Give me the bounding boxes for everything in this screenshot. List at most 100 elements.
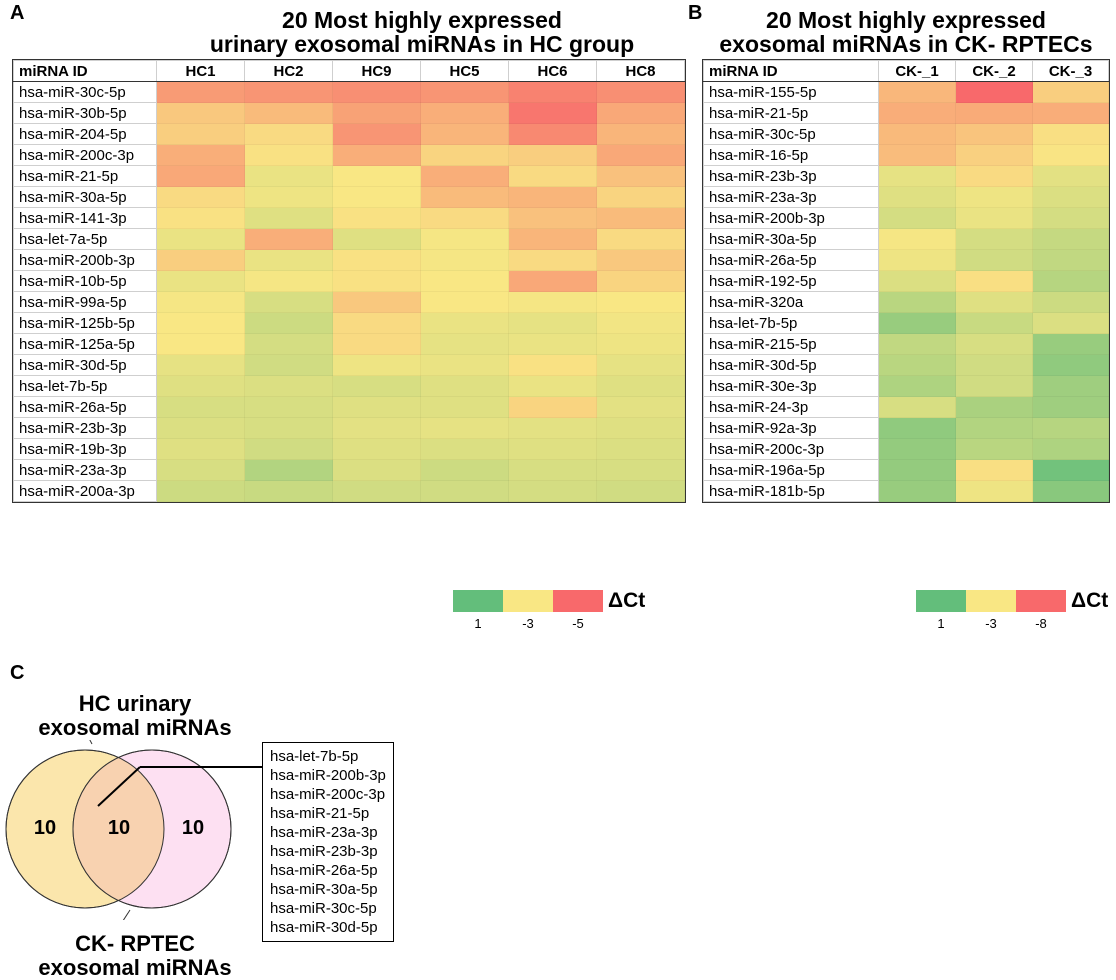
hm-a-row-label: hsa-let-7a-5p (13, 228, 157, 250)
hm-a-cell (332, 312, 421, 334)
hm-a-cell (508, 228, 597, 250)
hm-b-cell (878, 186, 956, 208)
hm-a-cell (420, 459, 509, 481)
hm-a-cell (244, 375, 333, 397)
table-row: hsa-miR-215-5p (703, 333, 1109, 355)
hm-b-cell (955, 270, 1033, 292)
venn-connector (97, 766, 141, 807)
hm-a-cell (596, 417, 685, 439)
venn-overlap-region (73, 750, 164, 908)
hm-b-cell (955, 459, 1033, 481)
hm-a-cell (420, 270, 509, 292)
hm-a-row-label: hsa-miR-30d-5p (13, 354, 157, 376)
hm-a-cell (332, 333, 421, 355)
hm-b-cell (955, 228, 1033, 250)
hm-a-cell (420, 291, 509, 313)
table-row: hsa-miR-155-5p (703, 81, 1109, 103)
hm-b-cell (955, 417, 1033, 439)
hm-a-column-header: HC5 (420, 60, 509, 82)
hm-a-cell (508, 186, 597, 208)
hm-b-row-label: hsa-miR-24-3p (703, 396, 879, 418)
list-item: hsa-miR-30d-5p (270, 919, 378, 936)
hm-b-row-label: hsa-miR-320a (703, 291, 879, 313)
hm-b-cell (1032, 81, 1109, 103)
hm-b-cell (1032, 333, 1109, 355)
hm-a-row-label: hsa-miR-19b-3p (13, 438, 157, 460)
hm-b-row-label: hsa-miR-92a-3p (703, 417, 879, 439)
hm-a-cell (508, 291, 597, 313)
hm-b-row-label: hsa-miR-200c-3p (703, 438, 879, 460)
hm-a-cell (420, 249, 509, 271)
legend-b-tick: -3 (985, 616, 997, 631)
hm-a-row-label: hsa-miR-125b-5p (13, 312, 157, 334)
table-row: hsa-let-7b-5p (703, 312, 1109, 334)
hm-a-cell (244, 291, 333, 313)
hm-a-row-label: hsa-miR-26a-5p (13, 396, 157, 418)
hm-b-cell (878, 480, 956, 502)
hm-b-cell (1032, 270, 1109, 292)
hm-b-row-label: hsa-miR-200b-3p (703, 207, 879, 229)
venn-label-bottom-line2: exosomal miRNAs (38, 955, 232, 980)
hm-a-cell (508, 165, 597, 187)
hm-a-cell (244, 354, 333, 376)
legend-a: ΔCt 1 -3 -5 (453, 589, 645, 631)
heatmap-b-id-header: miRNA ID (703, 60, 879, 82)
hm-a-cell (156, 375, 245, 397)
hm-b-cell (878, 375, 956, 397)
table-row: hsa-miR-30d-5p (703, 354, 1109, 376)
hm-b-row-label: hsa-miR-23a-3p (703, 186, 879, 208)
hm-a-cell (332, 438, 421, 460)
hm-b-cell (955, 81, 1033, 103)
hm-a-cell (332, 396, 421, 418)
venn-leader-bottom (122, 909, 131, 920)
hm-a-cell (596, 354, 685, 376)
hm-b-cell (955, 333, 1033, 355)
hm-b-row-label: hsa-miR-155-5p (703, 81, 879, 103)
hm-a-cell (508, 375, 597, 397)
hm-a-cell (332, 207, 421, 229)
panel-a-title-line2: urinary exosomal miRNAs in HC group (209, 31, 635, 57)
table-row: hsa-miR-200c-3p (703, 438, 1109, 460)
list-item: hsa-miR-30a-5p (270, 881, 378, 898)
hm-b-cell (878, 249, 956, 271)
hm-a-cell (332, 165, 421, 187)
hm-a-cell (420, 102, 509, 124)
hm-a-cell (596, 165, 685, 187)
table-row: hsa-miR-23b-3p (13, 417, 685, 439)
table-row: hsa-miR-200c-3p (13, 144, 685, 166)
hm-b-column-header: CK-_2 (955, 60, 1033, 82)
hm-a-row-label: hsa-miR-23b-3p (13, 417, 157, 439)
table-row: hsa-miR-30a-5p (13, 186, 685, 208)
legend-b-yellow-segment (966, 590, 1016, 612)
venn-diagram (5, 740, 262, 920)
hm-a-cell (596, 186, 685, 208)
hm-b-column-header: CK-_1 (878, 60, 956, 82)
hm-a-cell (420, 228, 509, 250)
hm-a-row-label: hsa-miR-125a-5p (13, 333, 157, 355)
hm-b-cell (878, 228, 956, 250)
hm-b-cell (955, 249, 1033, 271)
legend-b: ΔCt 1 -3 -8 (916, 589, 1108, 631)
table-row: hsa-miR-30a-5p (703, 228, 1109, 250)
hm-a-cell (596, 249, 685, 271)
hm-b-cell (1032, 123, 1109, 145)
hm-a-cell (332, 186, 421, 208)
heatmap-b: miRNA ID CK-_1 CK-_2 CK-_3 hsa-miR-155-5p h… (702, 59, 1110, 503)
hm-a-cell (156, 459, 245, 481)
hm-a-cell (420, 165, 509, 187)
hm-a-cell (156, 396, 245, 418)
table-row: hsa-miR-125b-5p (13, 312, 685, 334)
table-row: hsa-let-7a-5p (13, 228, 685, 250)
table-row: hsa-miR-30c-5p (13, 81, 685, 103)
table-row: hsa-miR-99a-5p (13, 291, 685, 313)
hm-a-cell (420, 186, 509, 208)
hm-b-cell (1032, 186, 1109, 208)
hm-a-row-label: hsa-miR-200a-3p (13, 480, 157, 502)
hm-a-cell (596, 207, 685, 229)
table-row: hsa-miR-192-5p (703, 270, 1109, 292)
hm-a-cell (508, 354, 597, 376)
hm-a-cell (508, 270, 597, 292)
table-row: hsa-miR-26a-5p (703, 249, 1109, 271)
legend-a-red-segment (553, 590, 603, 612)
hm-b-cell (878, 312, 956, 334)
